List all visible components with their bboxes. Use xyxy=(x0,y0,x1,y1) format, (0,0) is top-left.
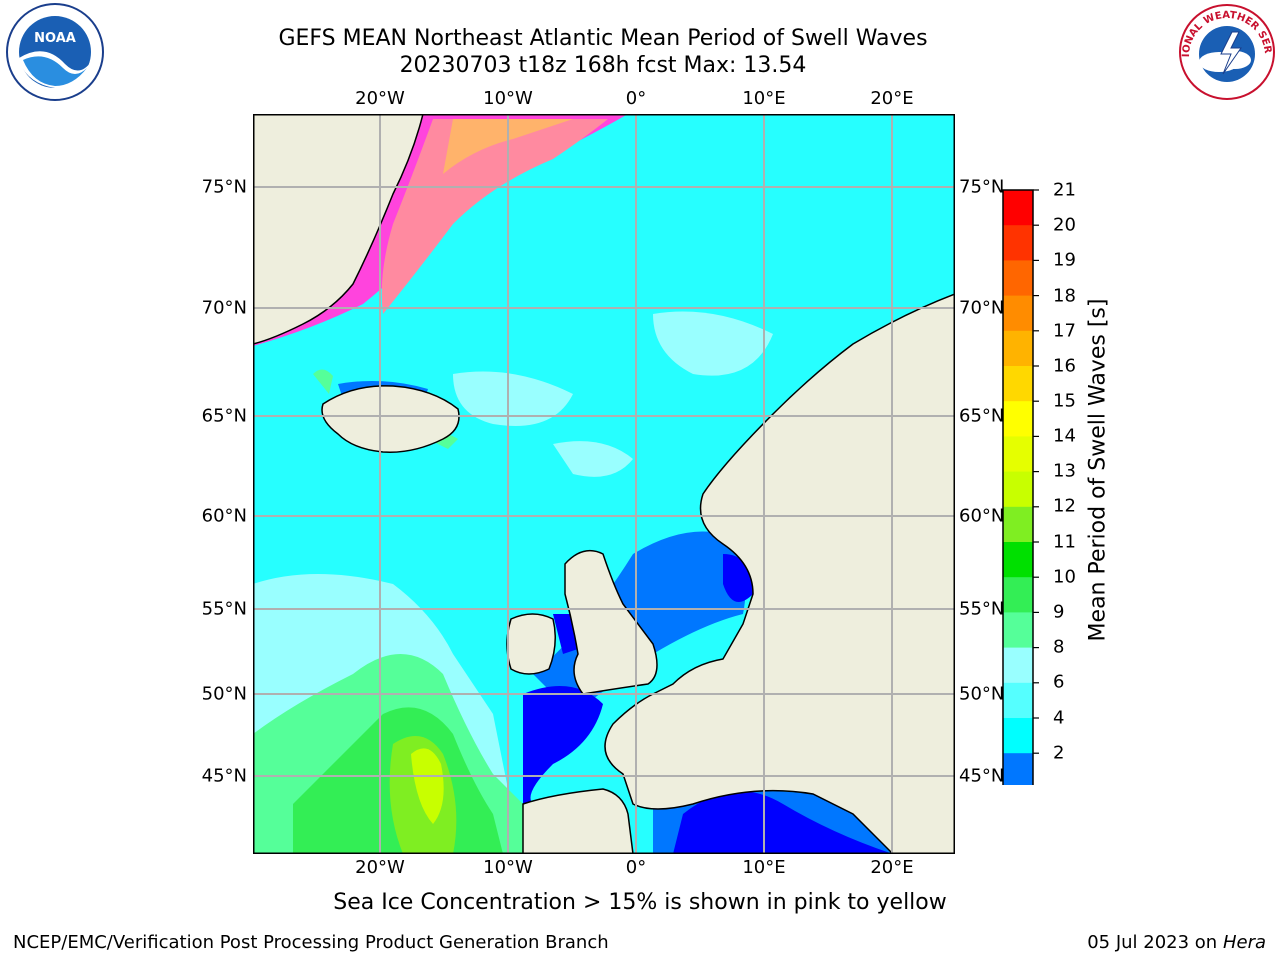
colorbar-tick-label: 14 xyxy=(1053,425,1076,447)
colorbar-tick-label: 16 xyxy=(1053,355,1076,377)
colorbar-tick-label: 6 xyxy=(1053,671,1065,693)
colorbar-frame xyxy=(1002,189,1034,785)
europe-land xyxy=(604,293,955,854)
lat-label-left: 65°N xyxy=(201,405,247,427)
lon-label-bottom: 20°W xyxy=(355,857,405,878)
lon-label-bottom: 10°W xyxy=(483,857,533,878)
nws-logo: NATIONAL WEATHER SERVICE xyxy=(1177,2,1275,100)
colorbar-tick-label: 10 xyxy=(1053,566,1076,588)
footer-date-text: 05 Jul 2023 on xyxy=(1087,932,1218,953)
colorbar-label: Mean Period of Swell Waves [s] xyxy=(1085,298,1111,642)
colorbar-tick-label: 20 xyxy=(1053,214,1076,236)
colorbar-tick-label: 4 xyxy=(1053,707,1065,729)
colorbar-segment xyxy=(1003,506,1033,543)
colorbar-tick-label: 19 xyxy=(1053,249,1076,271)
colorbar-tick-label: 2 xyxy=(1053,742,1065,764)
swell-12-13s-region xyxy=(411,748,444,824)
lat-label-right: 70°N xyxy=(959,297,1005,319)
colorbar-tick-label: 13 xyxy=(1053,460,1076,482)
lon-label-top: 10°W xyxy=(483,88,533,109)
footer-credit: NCEP/EMC/Verification Post Processing Pr… xyxy=(13,932,609,953)
lat-label-left: 60°N xyxy=(201,505,247,527)
colorbar-segment xyxy=(1003,225,1033,261)
lat-label-right: 75°N xyxy=(959,176,1005,198)
colorbar-tick-label: 18 xyxy=(1053,285,1076,307)
colorbar xyxy=(1002,189,1039,785)
footer-date: 05 Jul 2023 on Hera xyxy=(1087,932,1266,953)
colorbar-segment xyxy=(1003,753,1033,785)
lat-label-left: 55°N xyxy=(201,598,247,620)
lat-label-right: 45°N xyxy=(959,765,1005,787)
colorbar-segment xyxy=(1003,577,1033,613)
lon-label-bottom: 0° xyxy=(625,857,647,878)
colorbar-segment xyxy=(1003,295,1033,332)
colorbar-segment xyxy=(1003,718,1033,754)
graticule xyxy=(253,114,955,854)
iberia-land xyxy=(522,788,634,854)
colorbar-tick-label: 17 xyxy=(1053,320,1076,342)
colorbar-tick-label: 11 xyxy=(1053,531,1076,553)
colorbar-segment xyxy=(1003,682,1033,719)
lat-label-right: 60°N xyxy=(959,505,1005,527)
iceland-land xyxy=(321,385,460,453)
colorbar-tick-label: 21 xyxy=(1053,179,1076,201)
colorbar-segment xyxy=(1003,330,1033,367)
noaa-logo-text: NOAA xyxy=(34,31,76,46)
footer-machine: Hera xyxy=(1222,932,1266,953)
colorbar-segment xyxy=(1003,436,1033,473)
colorbar-segment xyxy=(1003,542,1033,578)
colorbar-tick-label: 8 xyxy=(1053,636,1065,658)
colorbar-tick-label: 9 xyxy=(1053,601,1065,623)
lon-label-bottom: 10°E xyxy=(742,857,786,878)
colorbar-tick-label: 15 xyxy=(1053,390,1076,412)
chart-title: GEFS MEAN Northeast Atlantic Mean Period… xyxy=(278,26,928,51)
noaa-logo: NOAA xyxy=(6,3,104,101)
lat-label-right: 65°N xyxy=(959,405,1005,427)
lon-label-bottom: 20°E xyxy=(870,857,914,878)
lat-label-left: 70°N xyxy=(201,297,247,319)
swell-period-map xyxy=(253,114,955,854)
lat-label-right: 50°N xyxy=(959,683,1005,705)
colorbar-segment xyxy=(1003,471,1033,508)
ireland-land xyxy=(506,613,556,675)
colorbar-segment xyxy=(1003,612,1033,649)
colorbar-segment xyxy=(1003,647,1033,684)
colorbar-segment xyxy=(1003,366,1033,402)
chart-subtitle-forecast: 20230703 t18z 168h fcst Max: 13.54 xyxy=(399,53,807,78)
lon-label-top: 0° xyxy=(625,88,647,109)
lon-label-top: 10°E xyxy=(742,88,786,109)
lat-label-left: 50°N xyxy=(201,683,247,705)
colorbar-segment xyxy=(1003,190,1033,226)
lat-label-left: 45°N xyxy=(201,765,247,787)
lat-label-left: 75°N xyxy=(201,176,247,198)
sea-ice-note: Sea Ice Concentration > 15% is shown in … xyxy=(333,890,947,915)
great-britain-land xyxy=(564,549,658,695)
colorbar-tick-label: 12 xyxy=(1053,495,1076,517)
colorbar-segment xyxy=(1003,260,1033,297)
map-frame xyxy=(253,114,955,854)
lat-label-right: 55°N xyxy=(959,598,1005,620)
colorbar-segment xyxy=(1003,401,1033,437)
lon-label-top: 20°W xyxy=(355,88,405,109)
lon-label-top: 20°E xyxy=(870,88,914,109)
